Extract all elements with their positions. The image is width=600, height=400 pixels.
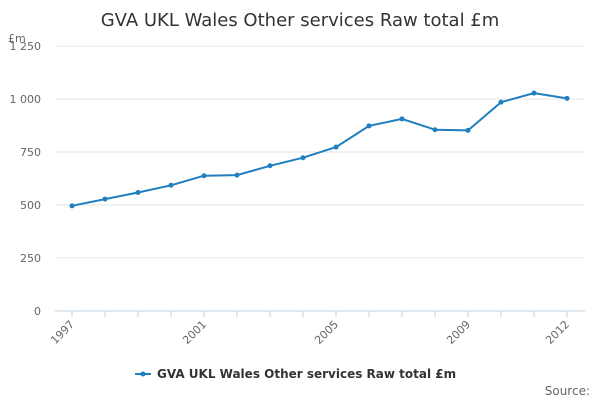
x-tick-label: 2005	[312, 318, 341, 347]
series-layer	[69, 90, 570, 209]
y-axis-unit-label: £m	[8, 32, 26, 45]
data-point[interactable]	[135, 189, 141, 195]
y-tick-label: 1 000	[10, 93, 42, 106]
x-tick-label: 2009	[444, 318, 473, 347]
data-point[interactable]	[498, 99, 504, 105]
y-axis-tick-labels: 0 250 500 750 1 000 1 250	[10, 40, 42, 318]
y-tick-label: 250	[20, 252, 41, 265]
legend-label: GVA UKL Wales Other services Raw total £…	[157, 367, 456, 381]
chart-title: GVA UKL Wales Other services Raw total £…	[101, 10, 500, 31]
data-point[interactable]	[234, 172, 240, 178]
y-tick-label: 750	[20, 146, 41, 159]
data-point[interactable]	[366, 123, 372, 129]
data-point[interactable]	[564, 95, 570, 101]
legend[interactable]: GVA UKL Wales Other services Raw total £…	[135, 367, 456, 381]
x-tick-label: 2012	[543, 318, 572, 347]
data-point[interactable]	[432, 127, 438, 133]
data-point[interactable]	[102, 196, 108, 202]
data-point[interactable]	[399, 116, 405, 122]
x-tick-label: 1997	[48, 318, 77, 347]
data-point[interactable]	[300, 155, 306, 161]
data-point[interactable]	[201, 173, 207, 179]
data-point[interactable]	[531, 90, 537, 96]
series-line[interactable]	[71, 92, 568, 207]
source-label: Source:	[545, 384, 590, 398]
x-axis: 1997 2001 2005 2009 2012	[48, 310, 585, 347]
data-point[interactable]	[267, 163, 273, 169]
data-point[interactable]	[69, 203, 75, 209]
y-tick-label: 500	[20, 199, 41, 212]
x-tick-label: 2001	[180, 318, 209, 347]
data-point[interactable]	[333, 144, 339, 150]
legend-marker-dot	[140, 371, 146, 377]
y-tick-label: 1 250	[10, 40, 42, 53]
data-point[interactable]	[465, 127, 471, 133]
data-point[interactable]	[168, 182, 174, 188]
y-tick-label: 0	[34, 305, 41, 318]
